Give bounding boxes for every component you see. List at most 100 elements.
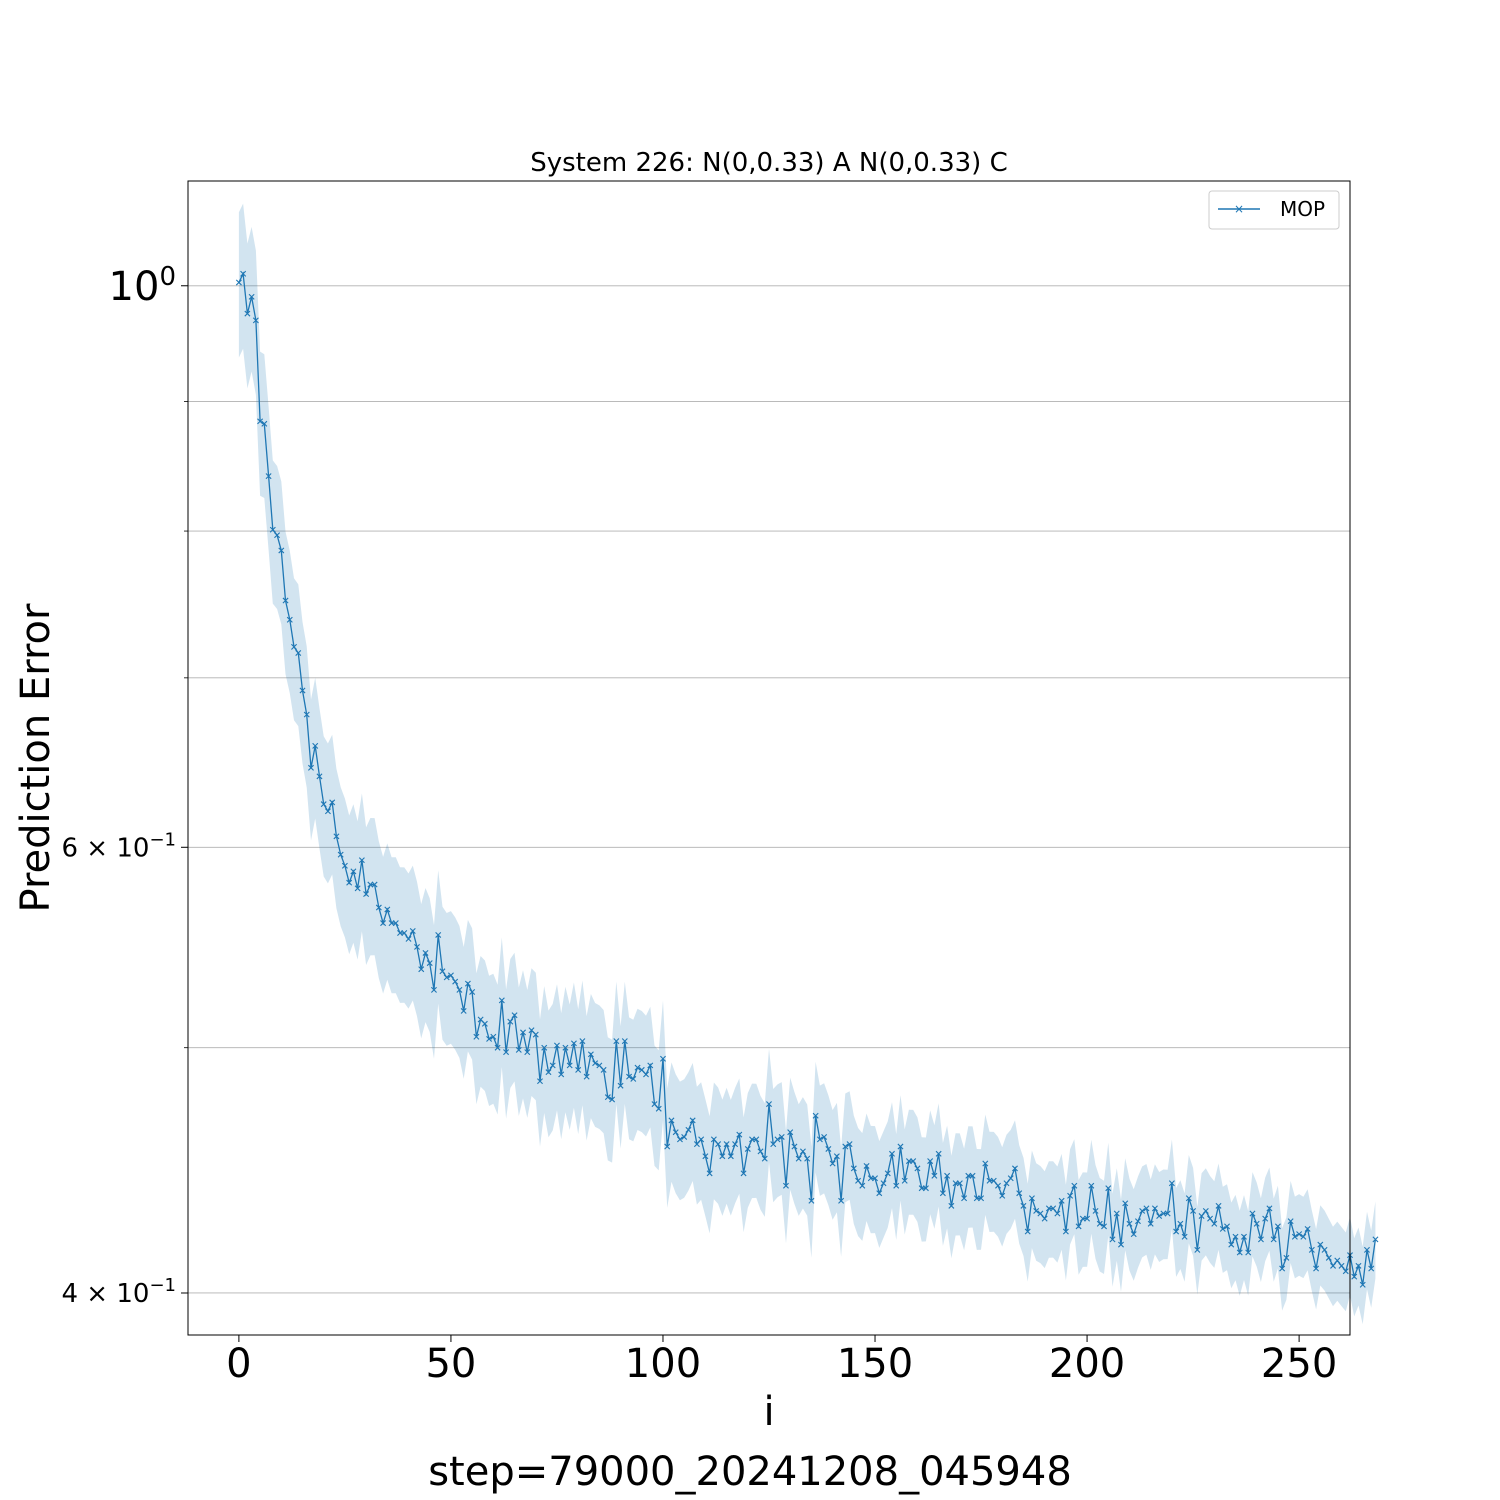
data-point-marker	[770, 1141, 777, 1148]
data-point-marker	[1092, 1207, 1099, 1214]
data-point-marker	[816, 1136, 823, 1143]
data-point-marker	[486, 1035, 493, 1042]
data-point-marker	[1313, 1265, 1320, 1272]
data-point-marker	[1185, 1195, 1192, 1202]
data-point-marker	[1113, 1210, 1120, 1217]
data-point-marker	[1126, 1220, 1133, 1227]
data-point-marker	[1304, 1225, 1311, 1232]
data-point-marker	[1232, 1233, 1239, 1240]
data-point-marker	[549, 1062, 556, 1069]
data-point-marker	[795, 1155, 802, 1162]
legend: × MOP	[1208, 190, 1340, 230]
data-point-marker	[1342, 1268, 1349, 1275]
data-point-marker	[609, 1096, 616, 1103]
data-point-marker	[435, 931, 442, 938]
data-point-marker	[553, 1042, 560, 1049]
data-point-marker	[630, 1075, 637, 1082]
data-point-marker	[880, 1180, 887, 1187]
data-point-marker	[1325, 1254, 1332, 1261]
data-point-marker	[1207, 1215, 1214, 1222]
data-point-marker	[1274, 1223, 1281, 1230]
data-point-marker	[1062, 1228, 1069, 1235]
x-tick-label: 150	[837, 1341, 913, 1387]
data-point-marker	[812, 1112, 819, 1119]
data-point-marker	[587, 1051, 594, 1058]
data-point-marker	[515, 1046, 522, 1053]
data-point-marker	[1003, 1180, 1010, 1187]
data-point-marker	[956, 1180, 963, 1187]
data-point-marker	[859, 1182, 866, 1189]
data-point-marker	[498, 997, 505, 1004]
data-point-marker	[766, 1101, 772, 1108]
data-point-marker	[626, 1073, 633, 1080]
data-point-marker	[719, 1153, 726, 1160]
data-point-marker	[969, 1172, 976, 1179]
data-point-marker	[757, 1148, 764, 1155]
data-point-marker	[1253, 1220, 1260, 1227]
data-point-marker	[240, 270, 247, 277]
legend-entry-mop: MOP	[1280, 197, 1325, 221]
footer-label: step=79000_20241208_045948	[428, 1449, 1072, 1495]
data-point-marker	[659, 1055, 666, 1062]
data-point-marker	[346, 879, 353, 886]
data-point-marker	[698, 1136, 705, 1143]
data-point-marker	[583, 1073, 590, 1080]
data-point-marker	[494, 1044, 501, 1051]
data-point-marker	[1317, 1241, 1324, 1248]
data-point-marker	[1156, 1213, 1163, 1220]
data-point-marker	[380, 920, 387, 927]
data-point-marker	[1215, 1202, 1222, 1209]
data-point-marker	[914, 1165, 921, 1172]
data-point-marker	[1143, 1205, 1150, 1212]
data-point-marker	[426, 960, 433, 967]
data-point-marker	[329, 799, 336, 806]
data-point-marker	[1363, 1246, 1370, 1253]
x-tick-label: 250	[1261, 1341, 1337, 1387]
confidence-band-layer	[238, 203, 1376, 1325]
data-point-marker	[1122, 1200, 1129, 1207]
data-point-marker	[761, 1155, 768, 1162]
y-tick-label: 6 × 10−1	[62, 829, 177, 863]
data-point-marker	[278, 547, 285, 554]
data-point-marker	[443, 974, 450, 981]
data-point-marker	[286, 616, 293, 623]
data-point-marker	[931, 1172, 938, 1179]
data-point-marker	[621, 1038, 628, 1045]
data-point-marker	[1236, 1249, 1243, 1256]
data-point-marker	[1355, 1262, 1362, 1269]
data-point-marker	[392, 920, 399, 927]
data-point-marker	[978, 1195, 985, 1202]
data-point-marker	[647, 1062, 654, 1069]
x-axis-label: i	[763, 1389, 774, 1435]
x-tick-label: 0	[226, 1341, 251, 1387]
series-marker-layer	[235, 270, 1379, 1288]
data-point-marker	[1372, 1236, 1379, 1243]
data-point-marker	[1368, 1265, 1375, 1272]
data-point-marker	[405, 935, 412, 942]
data-point-marker	[1118, 1241, 1124, 1248]
data-point-marker	[596, 1062, 603, 1069]
data-point-marker	[1283, 1254, 1290, 1261]
data-point-marker	[1134, 1218, 1141, 1225]
data-point-marker	[350, 868, 357, 875]
data-point-marker	[999, 1192, 1006, 1199]
data-point-marker	[1024, 1228, 1031, 1235]
grid-layer	[188, 285, 1350, 1294]
data-point-marker	[363, 891, 370, 898]
x-axis-ticks: 0 50 100 150 200 250	[226, 1335, 1337, 1387]
data-point-marker	[613, 1038, 620, 1045]
data-point-marker	[1016, 1190, 1023, 1197]
data-point-marker	[558, 1071, 565, 1078]
data-point-marker	[876, 1190, 883, 1197]
chart-title: System 226: N(0,0.33) A N(0,0.33) C	[530, 148, 1007, 178]
data-point-marker	[1266, 1205, 1273, 1212]
data-point-marker	[1084, 1215, 1091, 1222]
data-point-marker	[604, 1094, 611, 1101]
data-point-marker	[337, 851, 344, 858]
data-point-marker	[312, 742, 319, 749]
data-point-marker	[1194, 1246, 1201, 1253]
data-point-marker	[545, 1069, 552, 1076]
data-point-marker	[961, 1195, 968, 1202]
data-point-marker	[1147, 1220, 1154, 1227]
y-tick-label: 4 × 10−1	[62, 1275, 177, 1309]
